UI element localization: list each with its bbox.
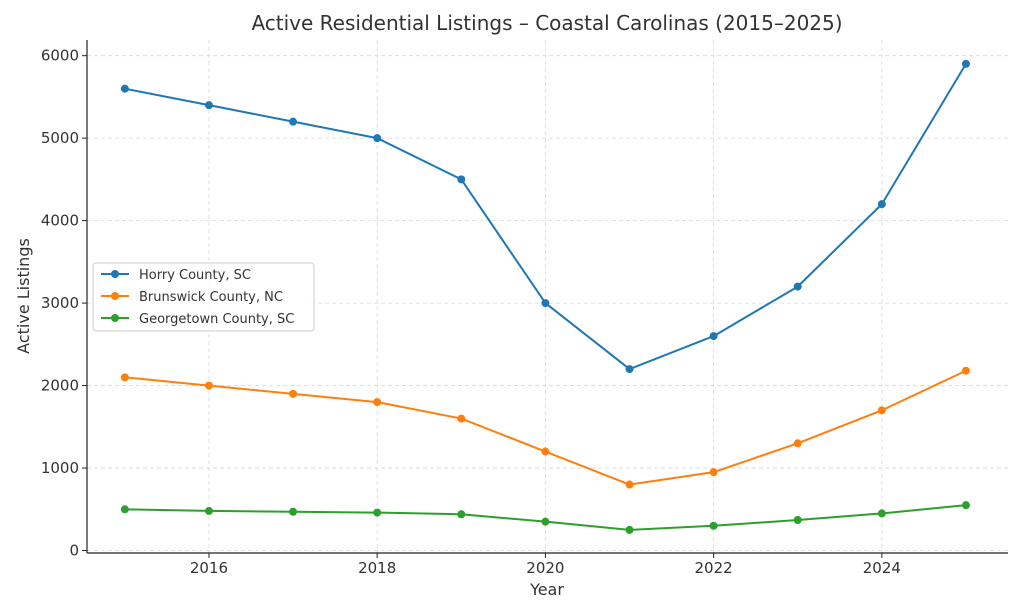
data-point	[793, 282, 802, 291]
y-tick-label: 2000	[41, 377, 79, 395]
y-tick-label: 1000	[41, 459, 79, 477]
legend-label: Brunswick County, NC	[139, 290, 283, 305]
legend-swatch-marker	[111, 314, 119, 322]
x-axis-ticks: 2016 2018 2020 2022 2024	[190, 553, 901, 577]
y-tick-label: 5000	[41, 129, 79, 147]
x-tick-label: 2016	[190, 559, 228, 577]
data-point	[625, 365, 634, 374]
data-point	[457, 175, 466, 184]
data-point	[709, 332, 718, 341]
data-point	[120, 373, 129, 382]
data-point	[793, 516, 802, 525]
series-layer	[120, 59, 970, 534]
x-tick-label: 2020	[526, 559, 564, 577]
data-point	[625, 525, 634, 534]
data-point	[204, 381, 213, 390]
x-tick-label: 2018	[358, 559, 396, 577]
data-point	[457, 510, 466, 519]
data-point	[961, 59, 970, 68]
legend-label: Georgetown County, SC	[139, 312, 294, 327]
data-point	[204, 506, 213, 515]
y-axis-label: Active Listings	[14, 238, 33, 354]
data-point	[961, 501, 970, 510]
data-point	[541, 447, 550, 456]
x-axis-label: Year	[529, 580, 564, 599]
legend-label: Horry County, SC	[139, 268, 251, 283]
legend-box	[92, 262, 315, 332]
x-tick-label: 2022	[695, 559, 733, 577]
data-point	[289, 389, 298, 398]
data-point	[204, 101, 213, 110]
data-point	[961, 366, 970, 375]
data-point	[457, 414, 466, 423]
data-point	[289, 507, 298, 516]
data-point	[541, 517, 550, 526]
grid	[87, 40, 1008, 553]
data-point	[877, 200, 886, 209]
data-point	[877, 509, 886, 518]
chart-title: Active Residential Listings – Coastal Ca…	[251, 11, 842, 35]
x-tick-label: 2024	[863, 559, 901, 577]
data-point	[373, 134, 382, 143]
data-point	[793, 439, 802, 448]
data-point	[625, 480, 634, 489]
y-tick-label: 3000	[41, 294, 79, 312]
data-point	[120, 505, 129, 514]
data-point	[373, 508, 382, 517]
legend-swatch-marker	[111, 270, 119, 278]
data-point	[373, 398, 382, 407]
data-point	[877, 406, 886, 415]
y-tick-label: 0	[69, 542, 79, 560]
y-tick-label: 4000	[41, 212, 79, 230]
legend-swatch-marker	[111, 292, 119, 300]
legend: Horry County, SC Brunswick County, NC Geor…	[92, 262, 315, 332]
data-point	[709, 521, 718, 530]
data-point	[289, 117, 298, 126]
y-axis-ticks: 0 1000 2000 3000 4000 5000 6000	[41, 47, 87, 560]
data-point	[709, 468, 718, 477]
y-tick-label: 6000	[41, 47, 79, 65]
data-point	[120, 84, 129, 93]
data-point	[541, 299, 550, 308]
